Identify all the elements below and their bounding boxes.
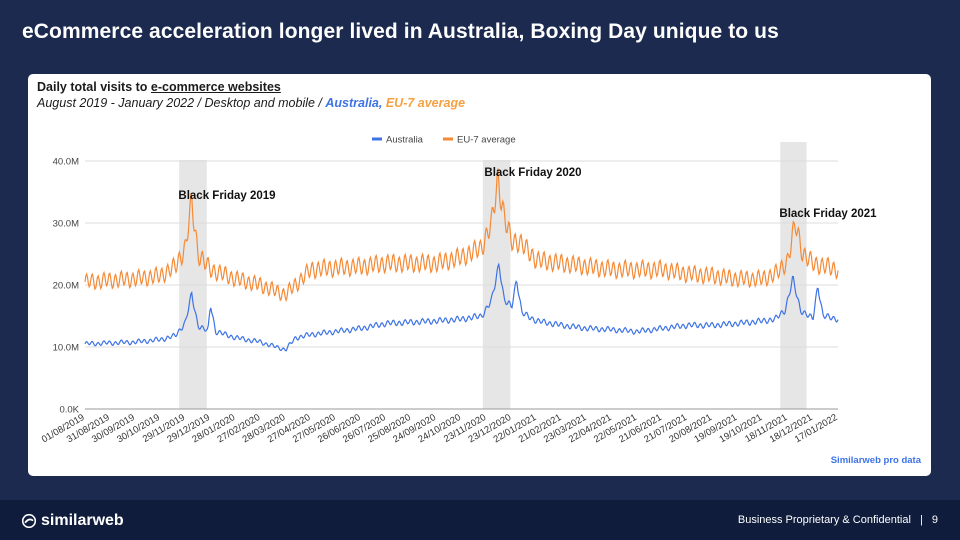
subtitle-australia: Australia: [325, 96, 379, 110]
similarweb-logo: similarweb: [22, 512, 124, 530]
series-line-eu7: [84, 168, 839, 303]
confidential-text: Business Proprietary & Confidential: [737, 514, 911, 526]
y-tick-label: 20.0M: [53, 281, 79, 292]
annotation-black-friday: Black Friday 2020: [484, 167, 581, 179]
subtitle-range: August 2019 - January 2022 / Desktop and…: [37, 96, 326, 110]
slide-title: eCommerce acceleration longer lived in A…: [22, 20, 779, 43]
y-tick-label: 10.0M: [53, 343, 79, 354]
footer-bar: similarweb Business Proprietary & Confid…: [0, 500, 960, 540]
annotation-black-friday: Black Friday 2019: [178, 190, 275, 202]
footer-divider: |: [919, 514, 923, 526]
highlight-band: [780, 142, 807, 409]
chart-heading: Daily total visits to e-commerce website…: [37, 80, 465, 94]
source-note: Similarweb pro data: [831, 455, 922, 466]
confidential-note: Business Proprietary & Confidential | 9: [738, 514, 938, 526]
chart-card: Daily total visits to e-commerce website…: [28, 74, 931, 476]
chart-subheading: Daily total visits to e-commerce website…: [37, 80, 465, 110]
similarweb-logo-icon: [22, 514, 36, 528]
annotation-black-friday: Black Friday 2021: [779, 208, 877, 220]
subtitle-eu7: EU-7 average: [385, 96, 466, 110]
chart-heading-text: Daily total visits to: [37, 80, 151, 94]
subtitle-separator: ,: [378, 96, 386, 110]
ecommerce-link[interactable]: e-commerce websites: [150, 80, 281, 94]
series-line-australia: [84, 262, 839, 352]
chart-subtitle: August 2019 - January 2022 / Desktop and…: [37, 96, 465, 110]
logo-text: similarweb: [41, 512, 124, 529]
y-tick-label: 40.0M: [53, 157, 79, 168]
legend-label-australia: Australia: [386, 135, 424, 146]
page-number: 9: [931, 514, 938, 526]
y-tick-label: 0.0K: [59, 405, 79, 416]
legend-label-eu7: EU-7 average: [457, 135, 516, 146]
y-tick-label: 30.0M: [53, 219, 79, 230]
line-chart: 0.0K10.0M20.0M30.0M40.0M01/08/201931/08/…: [40, 135, 922, 467]
